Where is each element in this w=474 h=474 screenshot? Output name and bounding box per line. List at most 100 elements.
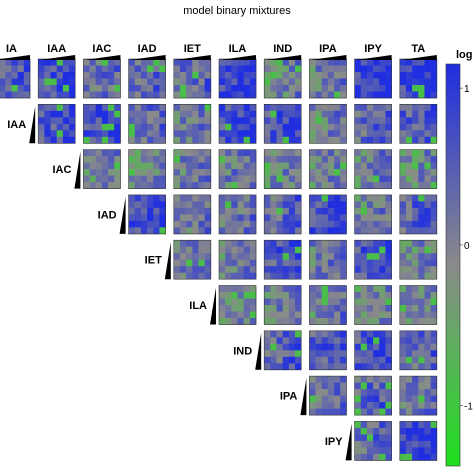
tile-ipa-ipy	[354, 375, 392, 416]
heatmap-cell	[179, 169, 187, 176]
heatmap-cell	[108, 123, 115, 131]
heatmap-cell	[315, 343, 323, 351]
heatmap-cell	[83, 169, 90, 176]
heatmap-cell	[315, 240, 323, 247]
heatmap-cell	[424, 343, 431, 351]
heatmap-cell	[424, 240, 431, 247]
heatmap-cell	[379, 85, 386, 92]
heatmap-cell	[270, 123, 277, 131]
heatmap-cell	[101, 175, 109, 183]
heatmap-cell	[225, 253, 232, 260]
heatmap-cell	[231, 162, 238, 170]
heatmap-cell	[412, 175, 419, 183]
heatmap-cell	[385, 440, 392, 448]
heatmap-cell	[44, 72, 51, 79]
heatmap-cell	[399, 85, 407, 92]
heatmap-cell	[399, 266, 407, 273]
heatmap-cell	[237, 72, 244, 79]
heatmap-cell	[354, 72, 362, 79]
heatmap-cell	[295, 91, 302, 99]
heatmap-cell	[186, 59, 193, 66]
heatmap-cell	[179, 123, 187, 131]
heatmap-cell	[128, 136, 136, 144]
heatmap-cell	[173, 117, 181, 125]
heatmap-cell	[192, 149, 199, 157]
heatmap-cell	[219, 220, 226, 228]
heatmap-cell	[288, 182, 296, 189]
heatmap-cell	[373, 292, 380, 299]
heatmap-cell	[385, 272, 392, 280]
heatmap-cell	[204, 85, 212, 92]
heatmap-cell	[379, 130, 386, 138]
heatmap-cell	[360, 408, 368, 416]
heatmap-cell	[114, 136, 121, 144]
heatmap-cell	[379, 227, 386, 235]
heatmap-cell	[225, 110, 232, 118]
heatmap-cell	[373, 440, 380, 448]
heatmap-cell	[173, 214, 181, 222]
heatmap-cell	[192, 227, 199, 235]
heatmap-cell	[315, 104, 323, 112]
heatmap-cell	[83, 162, 90, 170]
heatmap-cell	[276, 110, 283, 118]
heatmap-cell	[379, 272, 386, 280]
heatmap-cell	[219, 285, 226, 293]
heatmap-cell	[424, 156, 431, 163]
heatmap-cell	[309, 72, 316, 79]
heatmap-cell	[249, 72, 257, 79]
heatmap-cell	[237, 246, 244, 254]
column-label-ipy: IPY	[364, 43, 382, 55]
heatmap-cell	[282, 305, 290, 312]
heatmap-cell	[198, 156, 205, 163]
heatmap-cell	[430, 253, 438, 260]
heatmap-cell	[385, 356, 392, 364]
heatmap-cell	[424, 194, 431, 202]
heatmap-cell	[140, 136, 148, 144]
heatmap-cell	[276, 227, 283, 235]
heatmap-cell	[354, 91, 362, 99]
heatmap-cell	[405, 214, 413, 222]
heatmap-cell	[412, 266, 419, 273]
heatmap-cell	[430, 130, 438, 138]
heatmap-cell	[405, 389, 413, 396]
heatmap-cell	[186, 110, 193, 118]
heatmap-cell	[114, 123, 121, 131]
heatmap-cell	[334, 175, 341, 183]
heatmap-cell	[379, 440, 386, 448]
heatmap-cell	[309, 292, 316, 299]
tile-border	[37, 104, 76, 144]
heatmap-cell	[276, 91, 283, 99]
heatmap-cell	[237, 207, 244, 215]
heatmap-cell	[89, 123, 97, 131]
heatmap-cell	[276, 78, 283, 86]
heatmap-cell	[379, 376, 386, 383]
heatmap-cell	[295, 272, 302, 280]
heatmap-cell	[198, 220, 205, 228]
heatmap-cell	[231, 78, 238, 86]
heatmap-cell	[430, 382, 438, 390]
heatmap-cell	[315, 259, 323, 267]
heatmap-cell	[219, 169, 226, 176]
row-label-ipy: IPY	[325, 436, 343, 448]
heatmap-cell	[399, 440, 407, 448]
heatmap-cell	[295, 72, 302, 79]
heatmap-cell	[249, 156, 257, 163]
heatmap-cell	[424, 305, 431, 312]
heatmap-cell	[360, 350, 368, 358]
tile-iac-ta	[399, 149, 438, 189]
heatmap-cell	[309, 337, 316, 345]
heatmap-cell	[17, 85, 25, 92]
heatmap-cell	[412, 350, 419, 358]
heatmap-cell	[327, 227, 335, 235]
heatmap-cell	[418, 72, 425, 79]
heatmap-cell	[95, 130, 103, 138]
heatmap-cell	[366, 207, 374, 215]
heatmap-cell	[412, 123, 419, 131]
heatmap-cell	[399, 376, 407, 383]
heatmap-cell	[385, 427, 392, 435]
heatmap-cell	[231, 182, 238, 189]
heatmap-cell	[360, 78, 368, 86]
heatmap-cell	[225, 240, 232, 247]
heatmap-cell	[264, 175, 271, 183]
heatmap-cell	[219, 318, 226, 325]
